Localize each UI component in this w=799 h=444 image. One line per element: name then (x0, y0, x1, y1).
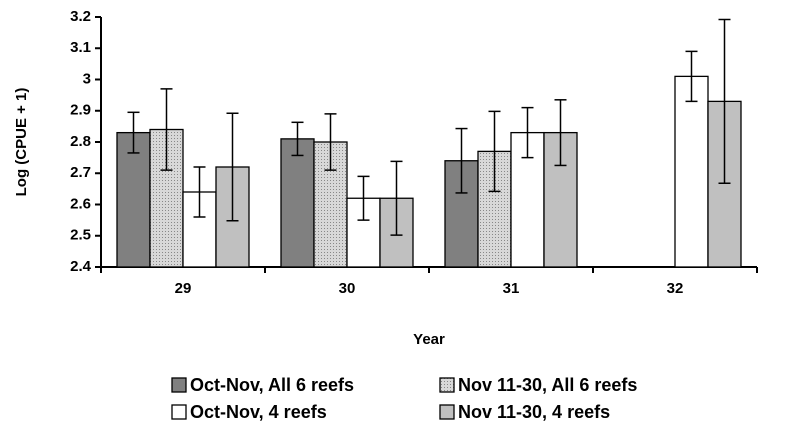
error-bar (193, 166, 206, 218)
error-bar (455, 127, 468, 194)
x-tick-label: 30 (339, 280, 356, 297)
legend-swatch (439, 377, 455, 393)
y-tick-label: 2.7 (70, 164, 91, 181)
x-tick-label: 32 (667, 280, 684, 297)
legend-label: Nov 11-30, All 6 reefs (458, 375, 637, 395)
bar (674, 75, 709, 268)
x-tick-label: 31 (503, 280, 520, 297)
error-bar (521, 106, 534, 159)
bar (182, 191, 217, 268)
bar (280, 138, 315, 268)
legend-label: Oct-Nov, 4 reefs (190, 402, 327, 422)
legend-label: Oct-Nov, All 6 reefs (190, 375, 354, 395)
error-bar (291, 121, 304, 157)
y-tick-label: 2.4 (70, 258, 92, 275)
y-axis-title: Log (CPUE + 1) (13, 88, 30, 197)
x-tick-label: 29 (175, 280, 192, 297)
error-bar (226, 112, 239, 222)
error-bar (324, 113, 337, 171)
legend-swatch (171, 404, 187, 420)
x-axis-title: Year (413, 331, 445, 348)
y-tick-label: 2.9 (70, 102, 91, 119)
error-bar (160, 88, 173, 171)
y-tick-label: 2.5 (70, 227, 91, 244)
legend-label: Nov 11-30, 4 reefs (458, 402, 610, 422)
error-bar (488, 110, 501, 193)
y-tick-label: 2.6 (70, 195, 91, 212)
error-bar (685, 50, 698, 103)
y-tick-label: 3 (83, 70, 91, 87)
error-bar (357, 175, 370, 221)
legend: Oct-Nov, All 6 reefs Nov 11-30, All 6 ree… (171, 375, 637, 422)
error-bar (390, 160, 403, 236)
error-bar (554, 99, 567, 167)
legend-swatch (171, 377, 187, 393)
error-bar (718, 18, 731, 184)
bar (116, 131, 151, 268)
error-bar (127, 111, 140, 154)
y-tick-label: 3.2 (70, 8, 91, 25)
y-tick-label: 2.8 (70, 133, 91, 150)
y-tick-label: 3.1 (70, 39, 91, 56)
legend-swatch (439, 404, 455, 420)
